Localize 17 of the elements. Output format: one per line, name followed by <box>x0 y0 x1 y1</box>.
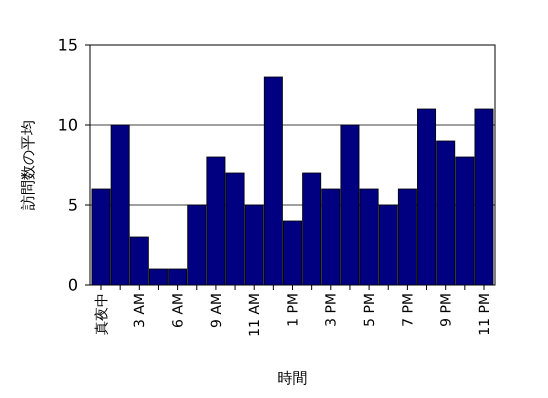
x-tick-label: 11 PM <box>476 293 493 336</box>
x-tick-label: 3 AM <box>132 293 148 328</box>
x-tick-label: 5 PM <box>362 293 378 327</box>
x-tick-label: 7 PM <box>400 293 416 327</box>
y-tick-label: 5 <box>68 196 78 215</box>
x-tick-label: 9 AM <box>208 293 225 328</box>
x-tick-label: 11 AM <box>247 293 264 337</box>
y-tick-label: 10 <box>58 116 78 135</box>
x-tick-label: 6 AM <box>170 293 187 328</box>
x-tick-label: 1 PM <box>285 293 302 327</box>
x-tick-label: 9 PM <box>438 293 455 327</box>
y-axis-title: 訪問数の平均 <box>19 120 37 210</box>
x-tick-label: 3 PM <box>324 293 340 327</box>
y-tick-label: 15 <box>58 36 78 55</box>
x-axis-title: 時間 <box>278 369 308 387</box>
y-tick-label: 0 <box>68 276 78 295</box>
x-tick-label: 真夜中 <box>94 293 110 335</box>
